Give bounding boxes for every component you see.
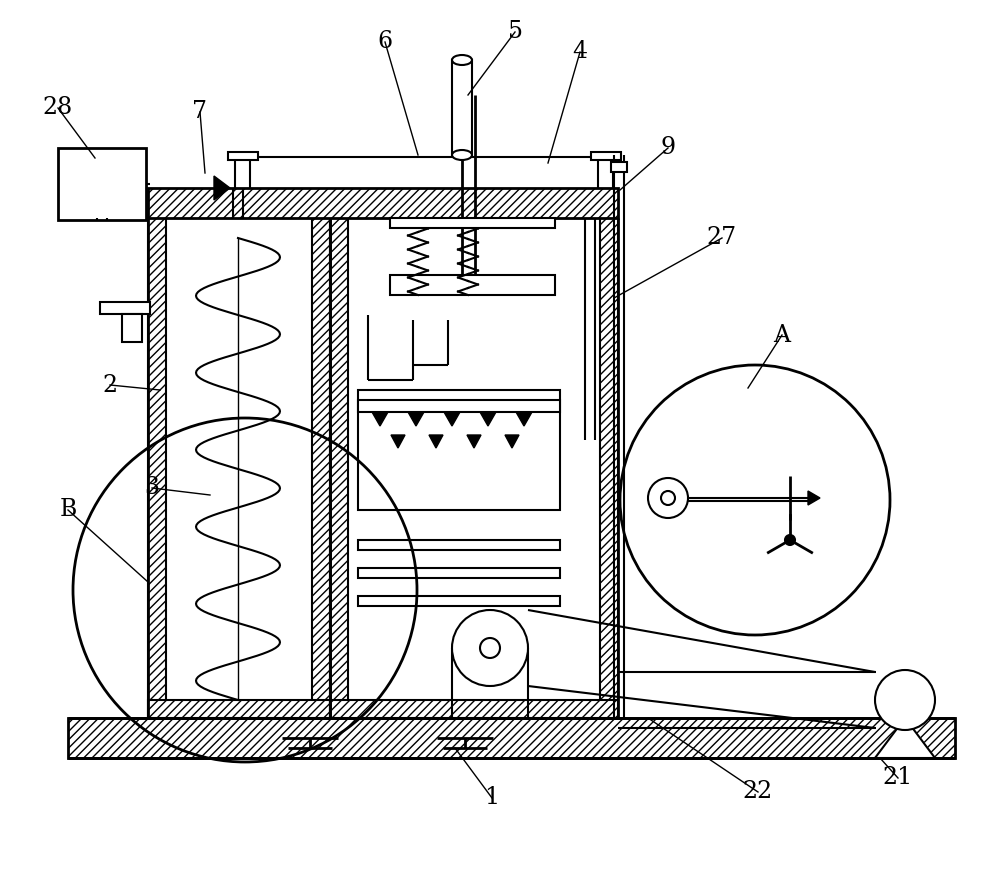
Polygon shape [429,435,443,448]
Ellipse shape [452,55,472,65]
Bar [611,162,627,172]
Bar [591,152,621,160]
Circle shape [648,478,688,518]
Bar [330,218,348,718]
Bar [358,596,560,606]
Text: 21: 21 [883,766,913,789]
Bar [358,540,560,550]
Bar [122,314,142,342]
Text: 9: 9 [660,137,676,160]
Bar [228,152,258,160]
Text: 3: 3 [144,477,160,500]
Text: 22: 22 [743,781,773,804]
Text: 2: 2 [102,374,118,396]
Polygon shape [467,435,481,448]
Polygon shape [372,412,388,426]
Text: 6: 6 [377,31,393,54]
Polygon shape [408,412,424,426]
Text: 5: 5 [508,20,522,43]
Bar [390,275,555,295]
Circle shape [785,535,795,545]
Bar [166,218,312,700]
Bar [148,700,330,718]
Text: 28: 28 [43,96,73,119]
Polygon shape [808,491,820,505]
Bar [358,568,560,578]
Polygon shape [444,412,460,426]
Text: B: B [59,499,77,522]
Bar [312,218,330,718]
Polygon shape [214,176,230,200]
Bar [330,700,618,718]
Bar [68,718,955,758]
Bar [600,218,618,718]
Bar [100,302,150,314]
Text: 27: 27 [707,227,737,250]
Circle shape [875,670,935,730]
Bar [452,60,472,155]
Bar [348,218,600,700]
Bar [58,148,146,220]
Circle shape [661,491,675,505]
Polygon shape [480,412,496,426]
Polygon shape [505,435,519,448]
Polygon shape [391,435,405,448]
Text: 7: 7 [192,101,208,124]
Bar [148,188,618,218]
Circle shape [452,610,528,686]
Text: 1: 1 [484,787,500,810]
Bar [358,390,560,510]
Ellipse shape [452,150,472,160]
Bar [148,218,166,718]
Polygon shape [516,412,532,426]
Bar [358,400,560,412]
Circle shape [480,638,500,658]
Bar [390,218,555,228]
Text: A: A [774,323,790,346]
Text: 4: 4 [572,41,588,64]
Polygon shape [875,718,935,758]
